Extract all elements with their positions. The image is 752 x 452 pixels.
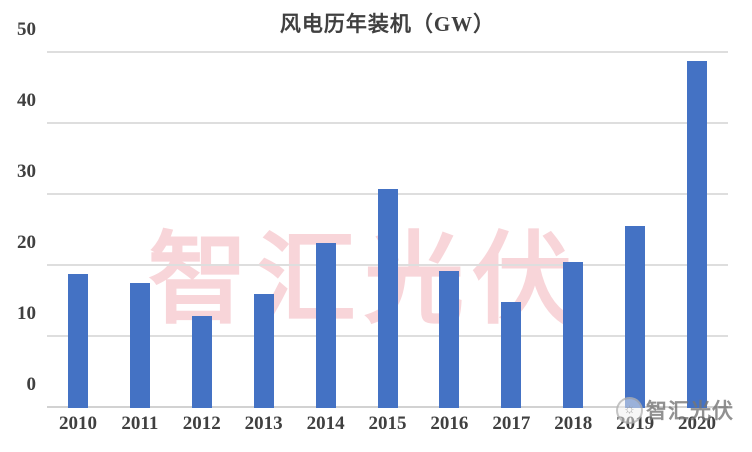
- gridline: [47, 122, 728, 124]
- bar-2012: [191, 315, 212, 408]
- x-tick-label: 2012: [182, 413, 221, 434]
- x-tick-label: 2015: [368, 413, 407, 434]
- gridline: [47, 51, 728, 53]
- x-tick-label: 2017: [492, 413, 531, 434]
- bar-2011: [129, 283, 150, 408]
- x-tick-label: 2013: [244, 413, 283, 434]
- y-tick-label: 10: [17, 302, 36, 324]
- bar-2020: [687, 60, 708, 408]
- y-axis: 0 10 20 30 40 50: [0, 19, 38, 408]
- x-axis: 2010 2011 2012 2013 2014 2015 2016 2017 2018 2019…: [47, 413, 728, 445]
- x-tick-label: 2014: [306, 413, 345, 434]
- bar-2013: [253, 293, 274, 408]
- x-tick-label: 2020: [678, 413, 717, 434]
- bar-2015: [377, 189, 398, 408]
- y-tick-label: 20: [17, 231, 36, 253]
- plot-area: [47, 51, 728, 408]
- y-tick-label: 0: [26, 373, 37, 395]
- bar-2017: [501, 301, 522, 408]
- chart-title: 风电历年装机（GW）: [279, 12, 496, 36]
- x-tick-label: 2016: [430, 413, 469, 434]
- x-tick-label: 2019: [616, 413, 655, 434]
- bar-2018: [563, 261, 584, 408]
- y-tick-label: 30: [17, 160, 36, 182]
- bar-2014: [315, 243, 336, 408]
- y-tick-label: 50: [17, 18, 36, 40]
- bar-2010: [67, 273, 88, 408]
- bar-2016: [439, 270, 460, 408]
- x-tick-label: 2010: [58, 413, 97, 434]
- x-tick-label: 2011: [121, 413, 159, 434]
- bar-2019: [625, 225, 646, 408]
- y-tick-label: 40: [17, 89, 36, 111]
- x-tick-label: 2018: [554, 413, 593, 434]
